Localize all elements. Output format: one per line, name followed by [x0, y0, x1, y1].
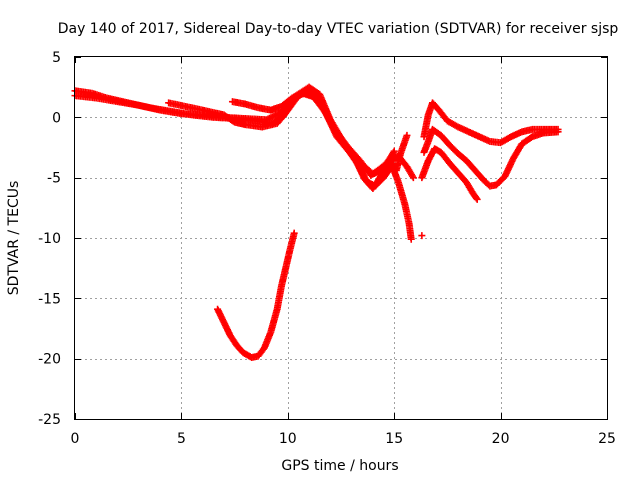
data-point: [472, 194, 480, 202]
x-tick-label: 5: [177, 431, 186, 447]
data-point: [390, 147, 398, 155]
data-point: [418, 232, 426, 240]
x-tick-label: 10: [279, 431, 297, 447]
y-axis-label: SDTVAR / TECUs: [6, 181, 22, 296]
series-track-6: [420, 125, 562, 190]
plot-frame: [74, 56, 608, 420]
data-point: [389, 149, 397, 157]
y-tick-label: -15: [38, 291, 61, 307]
series-track-8: [214, 229, 298, 361]
data-point: [407, 235, 415, 243]
series-track-7: [418, 145, 481, 203]
x-tick-label: 25: [598, 431, 616, 447]
data-point: [403, 131, 411, 139]
chart-title: Day 140 of 2017, Sidereal Day-to-day VTE…: [58, 21, 619, 37]
y-tick-label: -20: [38, 352, 61, 368]
y-tick-label: -10: [38, 231, 61, 247]
y-tick-label: -25: [38, 412, 61, 428]
x-axis-label: GPS time / hours: [281, 458, 398, 474]
x-tick-label: 0: [71, 431, 80, 447]
y-tick-label: 5: [52, 50, 61, 66]
series-stray: [418, 232, 426, 240]
x-tick-label: 20: [492, 431, 510, 447]
data-point: [290, 229, 298, 237]
x-tick-label: 15: [385, 431, 403, 447]
data-layer: [71, 83, 562, 361]
data-point: [409, 174, 417, 182]
y-tick-label: 0: [52, 110, 61, 126]
grid-layer: [75, 57, 607, 419]
data-point: [473, 195, 481, 203]
series-track-4: [228, 89, 398, 178]
y-tick-label: -5: [47, 171, 61, 187]
tick-layer: 0 5 10 15 20 25 5 0 -5 -10 -15 -20 -25: [38, 50, 616, 447]
data-point: [554, 128, 562, 136]
